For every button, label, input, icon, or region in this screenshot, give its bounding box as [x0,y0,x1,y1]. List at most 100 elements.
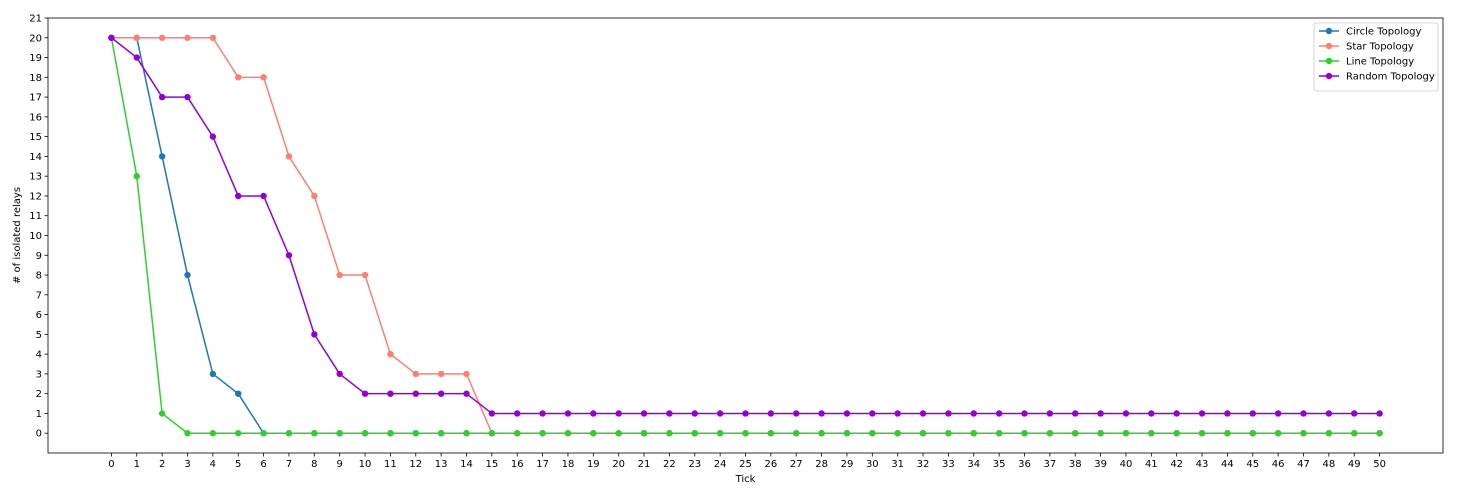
data-point [336,370,343,378]
x-tick-label: 32 [917,459,930,470]
data-point [793,410,800,417]
data-point [260,192,267,200]
data-point [412,430,419,437]
data-point [285,430,293,437]
data-point [361,271,369,279]
data-point [1097,410,1104,417]
data-point [564,430,572,437]
data-point [1300,410,1307,417]
x-tick-label: 49 [1348,459,1361,470]
y-tick-label: 2 [36,389,42,400]
legend-label: Star Topology [1346,42,1414,53]
y-tick-label: 20 [29,33,42,44]
data-point [945,410,952,417]
legend-marker [1325,27,1333,35]
data-point [1148,430,1155,437]
x-tick-label: 38 [1069,459,1082,470]
data-point [133,34,140,41]
data-point [894,410,901,417]
data-point [235,74,242,81]
x-tick-label: 27 [790,459,803,470]
data-point [260,430,267,437]
y-tick-label: 14 [29,152,42,163]
data-point [437,430,445,437]
x-tick-label: 3 [184,459,190,470]
data-point [869,430,876,437]
legend-marker [1325,42,1333,50]
y-tick-label: 9 [36,251,42,262]
y-tick-label: 12 [29,191,42,202]
legend-item: Circle Topology [1319,27,1421,38]
x-tick-label: 50 [1373,459,1386,470]
x-tick-label: 25 [739,459,752,470]
legend-label: Random Topology [1346,72,1435,83]
data-point [1224,410,1231,417]
legend: Circle Topology Star Topology Line Topolog… [1313,22,1439,92]
x-tick-label: 30 [866,459,879,470]
x-tick-label: 17 [536,459,549,470]
data-point [919,410,927,417]
y-tick-label: 13 [29,172,42,183]
data-point [412,390,419,397]
data-point [640,430,648,437]
data-point [311,430,318,437]
x-tick-label: 20 [612,459,625,470]
data-point [361,390,369,397]
y-tick-label: 18 [29,73,42,84]
plot-area [47,17,1444,454]
data-point [1249,410,1256,417]
data-point [1021,430,1028,437]
data-point [336,271,343,279]
data-point [615,430,622,437]
data-point [818,430,825,437]
x-tick-label: 40 [1120,459,1133,470]
data-point [463,370,470,378]
x-tick-label: 15 [485,459,498,470]
y-tick-label: 3 [36,369,42,380]
data-point [1274,410,1282,417]
y-tick-label: 10 [29,231,42,242]
data-point [1325,410,1333,417]
data-point [437,370,445,378]
data-point [184,93,191,101]
data-point [158,410,166,417]
data-point [1198,430,1206,437]
x-tick-label: 7 [286,459,292,470]
data-point [133,54,140,61]
x-tick-label: 42 [1170,459,1183,470]
data-point [387,430,394,437]
data-point [285,153,293,160]
y-tick-label: 16 [29,112,42,123]
data-point [1122,410,1130,417]
data-point [894,430,901,437]
data-point [184,271,191,279]
data-point [1021,410,1028,417]
y-tick-label: 5 [36,330,42,341]
x-tick-label: 23 [688,459,701,470]
data-point [311,192,318,200]
x-tick-label: 11 [384,459,397,470]
data-point [742,410,749,417]
x-tick-label: 1 [134,459,140,470]
legend-marker [1325,57,1333,65]
plot-frame [47,17,1444,454]
x-tick-label: 36 [1018,459,1031,470]
data-point [1046,430,1054,437]
x-tick-label: 18 [562,459,575,470]
x-tick-label: 39 [1094,459,1107,470]
data-point [1046,410,1054,417]
data-point [818,410,825,417]
data-point [640,410,648,417]
x-tick-label: 13 [435,459,448,470]
data-point [1351,410,1358,417]
x-tick-label: 47 [1297,459,1310,470]
data-point [970,430,977,437]
data-point [590,410,597,417]
data-point [133,172,140,180]
x-axis-title: Tick [735,474,756,485]
data-point [311,331,318,338]
y-tick-label: 0 [36,429,42,440]
x-tick-label: 48 [1322,459,1335,470]
data-point [1224,430,1231,437]
y-tick-label: 21 [29,14,42,25]
